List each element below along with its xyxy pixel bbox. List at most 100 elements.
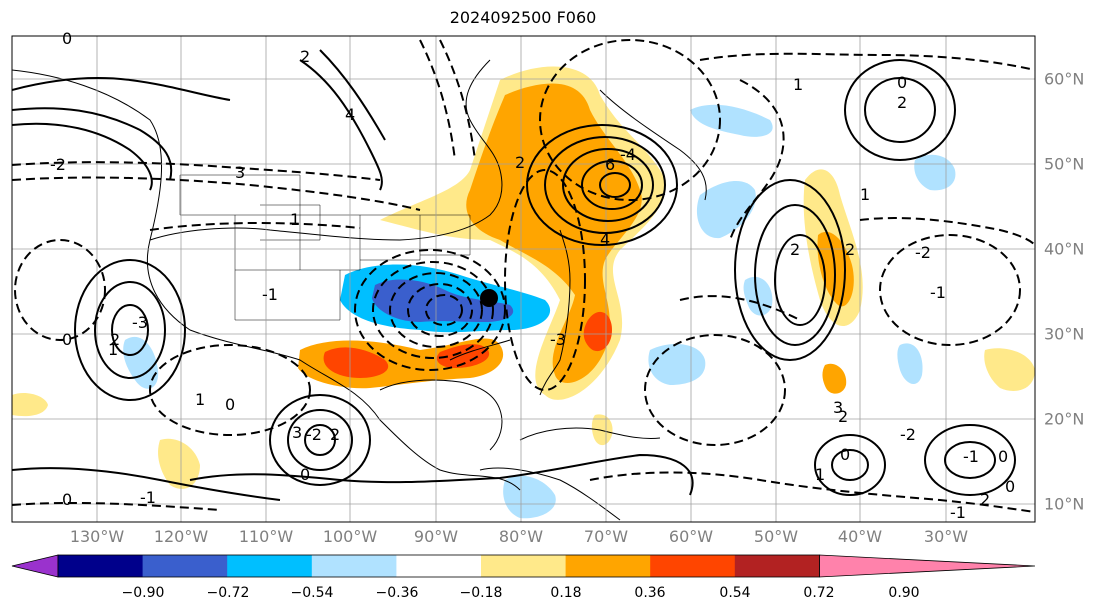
colorbar-segment bbox=[227, 555, 313, 577]
colorbar-segment bbox=[311, 555, 397, 577]
colorbar-tick-label: −0.18 bbox=[459, 585, 503, 601]
contour-label: 1 bbox=[860, 185, 870, 204]
contour-label: 0 bbox=[62, 29, 72, 48]
contour-label: 2 bbox=[897, 93, 907, 112]
lat-label-40n: 40°N bbox=[1044, 239, 1085, 259]
colorbar-extend-max bbox=[819, 554, 1036, 578]
positive-anomaly-small-5 bbox=[12, 393, 48, 417]
contour-label: -1 bbox=[930, 283, 946, 302]
state-borders bbox=[179, 174, 471, 321]
negative-anomaly-atlantic-5 bbox=[897, 343, 923, 385]
contour-label: 6 bbox=[605, 155, 615, 174]
contour-label: 0 bbox=[62, 490, 72, 509]
lon-label-120w: 120°W bbox=[153, 527, 209, 546]
contour-label: 1 bbox=[815, 465, 825, 484]
contour-label: 2 bbox=[790, 240, 800, 259]
contour-label: 2 bbox=[845, 240, 855, 259]
negative-anomaly-atlantic-1 bbox=[696, 180, 756, 239]
contour-label: -3 bbox=[550, 330, 566, 349]
lon-label-80w: 80°W bbox=[498, 527, 544, 546]
contour-label: 2 bbox=[838, 407, 848, 426]
contour-label: -4 bbox=[620, 145, 636, 164]
contour-label: 3 bbox=[235, 163, 245, 182]
contour-label: -3 bbox=[132, 313, 148, 332]
contour-label: 0 bbox=[998, 447, 1008, 466]
contour-label: -1 bbox=[950, 503, 966, 522]
positive-contours bbox=[12, 49, 1016, 501]
contour-label: 0 bbox=[62, 330, 72, 349]
positive-anomaly-small-3 bbox=[822, 363, 847, 394]
colorbar-tick-label: −0.90 bbox=[121, 585, 165, 601]
contour-label: 3 bbox=[292, 423, 302, 442]
contour-label: 0 bbox=[300, 465, 310, 484]
positive-anomaly-small-2 bbox=[984, 348, 1035, 391]
contour-label: 2 bbox=[300, 47, 310, 66]
colorbar-tick-label: 0.90 bbox=[888, 585, 920, 601]
positive-anomaly-small-1 bbox=[158, 438, 200, 489]
contour-label: 2 bbox=[110, 330, 120, 349]
negative-anomaly-labrador bbox=[690, 104, 773, 137]
contour-label: 1 bbox=[793, 75, 803, 94]
lon-label-50w: 50°W bbox=[753, 527, 799, 546]
lon-label-90w: 90°W bbox=[413, 527, 459, 546]
contour-label: -1 bbox=[140, 488, 156, 507]
colorbar-tick-label: 0.36 bbox=[634, 585, 666, 601]
lon-label-100w: 100°W bbox=[322, 527, 378, 546]
positive-anomaly-red-core bbox=[583, 311, 612, 352]
colorbar-tick-label: 0.72 bbox=[803, 585, 835, 601]
contour-label: 2 bbox=[330, 425, 340, 444]
plot-frame bbox=[11, 35, 1036, 523]
contour-label: 1 bbox=[195, 390, 205, 409]
contour-label: 1 bbox=[108, 340, 118, 359]
graticule bbox=[12, 36, 1035, 522]
colorbar-segment bbox=[142, 555, 228, 577]
contour-label: -2 bbox=[50, 155, 66, 174]
lon-label-60w: 60°W bbox=[668, 527, 714, 546]
positive-anomaly-small-4 bbox=[591, 414, 613, 446]
colorbar-segment bbox=[481, 555, 567, 577]
colorbar-extend-min bbox=[11, 554, 59, 578]
negative-anomaly-pacific bbox=[123, 336, 159, 389]
contour-label: -1 bbox=[262, 285, 278, 304]
lon-label-130w: 130°W bbox=[69, 527, 125, 546]
lat-label-30n: 30°N bbox=[1044, 324, 1085, 344]
negative-contours bbox=[12, 39, 1035, 513]
contour-label: -2 bbox=[915, 243, 931, 262]
contour-label: 3 bbox=[833, 398, 843, 417]
colorbar-segment bbox=[565, 555, 651, 577]
contour-label: 2 bbox=[980, 490, 990, 509]
colorbar-segment bbox=[734, 555, 820, 577]
contour-label: 4 bbox=[345, 105, 355, 124]
colorbar-segment bbox=[650, 555, 736, 577]
lat-label-10n: 10°N bbox=[1044, 494, 1085, 514]
lat-label-60n: 60°N bbox=[1044, 69, 1085, 89]
lat-label-50n: 50°N bbox=[1044, 154, 1085, 174]
colorbar-tick-label: 0.54 bbox=[719, 585, 751, 601]
colorbar-tick-label: 0.18 bbox=[550, 585, 582, 601]
map-title: 2024092500 F060 bbox=[449, 8, 597, 27]
contour-label: 0 bbox=[897, 73, 907, 92]
contour-label: -1 bbox=[963, 447, 979, 466]
contour-label: 2 bbox=[515, 153, 525, 172]
colorbar-tick-label: −0.72 bbox=[206, 585, 250, 601]
contour-label: -2 bbox=[306, 425, 322, 444]
colorbar bbox=[11, 554, 1036, 578]
lat-label-20n: 20°N bbox=[1044, 409, 1085, 429]
lon-label-70w: 70°W bbox=[583, 527, 629, 546]
colorbar-segment bbox=[58, 555, 144, 577]
positive-anomaly-gulf-red bbox=[323, 347, 389, 378]
lon-label-40w: 40°W bbox=[837, 527, 883, 546]
colorbar-segment bbox=[396, 555, 482, 577]
positive-anomaly-northeast-orange bbox=[466, 83, 642, 383]
lon-label-30w: 30°W bbox=[923, 527, 969, 546]
colorbar-tick-label: −0.54 bbox=[290, 585, 334, 601]
colorbar-frame bbox=[57, 554, 820, 578]
contour-label: 4 bbox=[600, 230, 610, 249]
storm-center-marker bbox=[480, 289, 498, 307]
contour-label: -2 bbox=[900, 425, 916, 444]
coastlines bbox=[12, 59, 707, 521]
lon-label-110w: 110°W bbox=[238, 527, 294, 546]
contour-label: 1 bbox=[290, 210, 300, 229]
